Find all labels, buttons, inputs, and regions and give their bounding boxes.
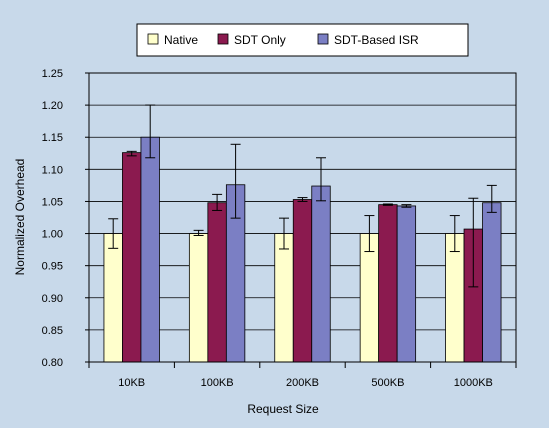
y-tick-label: 1.00: [42, 229, 63, 241]
x-tick-label: 500KB: [371, 377, 404, 389]
bar-native-1000kb: [445, 233, 465, 363]
legend-swatch-sdt-only: [217, 33, 229, 45]
y-axis: 0.80 0.85 0.90 0.95 1.00 1.05 1.10 1.15 1.20 1.25: [42, 68, 89, 369]
bar-sdt-based-isr-500kb: [396, 205, 417, 363]
legend-label-sdt-only: SDT Only: [234, 33, 286, 47]
bar-sdt-only-10kb: [122, 152, 142, 363]
bar-sdt-only-200kb: [292, 199, 313, 363]
legend-box: [136, 23, 469, 57]
legend-swatch-native: [147, 33, 159, 45]
bar-sdt-based-isr-10kb: [140, 136, 160, 363]
bar-native-200kb: [274, 233, 294, 363]
y-tick-label: 0.85: [42, 325, 63, 337]
y-tick-label: 0.90: [42, 293, 63, 305]
y-tick-label: 1.25: [42, 68, 63, 80]
legend-label-native: Native: [164, 33, 198, 47]
bar-sdt-only-500kb: [378, 204, 398, 363]
y-tick-label: 1.20: [42, 100, 63, 112]
y-tick-label: 1.10: [42, 164, 63, 176]
bar-sdt-based-isr-200kb: [311, 185, 331, 363]
x-axis: 10KB 100KB 200KB 500KB 1000KB: [88, 362, 517, 389]
x-axis-title: Request Size: [247, 402, 319, 416]
plot-frame: [88, 72, 517, 363]
x-tick-label: 200KB: [286, 377, 319, 389]
x-tick-label: 1000KB: [454, 377, 493, 389]
legend: Native SDT Only SDT-Based ISR: [136, 23, 469, 57]
y-tick-label: 1.05: [42, 196, 63, 208]
x-tick-label: 100KB: [201, 377, 234, 389]
plot-area: [88, 72, 517, 363]
y-tick-label: 0.80: [42, 357, 63, 369]
legend-swatch-sdt-based-isr: [317, 33, 329, 45]
y-tick-label: 0.95: [42, 261, 63, 273]
legend-label-sdt-based-isr: SDT-Based ISR: [334, 33, 419, 47]
bar-native-500kb: [359, 233, 380, 363]
bar-sdt-only-100kb: [207, 202, 227, 363]
bar-sdt-based-isr-1000kb: [482, 202, 502, 363]
bar-native-10kb: [103, 233, 123, 363]
y-axis-title: Normalized Overhead: [13, 159, 27, 276]
bar-native-100kb: [188, 233, 209, 363]
y-tick-label: 1.15: [42, 132, 63, 144]
x-tick-label: 10KB: [118, 377, 145, 389]
